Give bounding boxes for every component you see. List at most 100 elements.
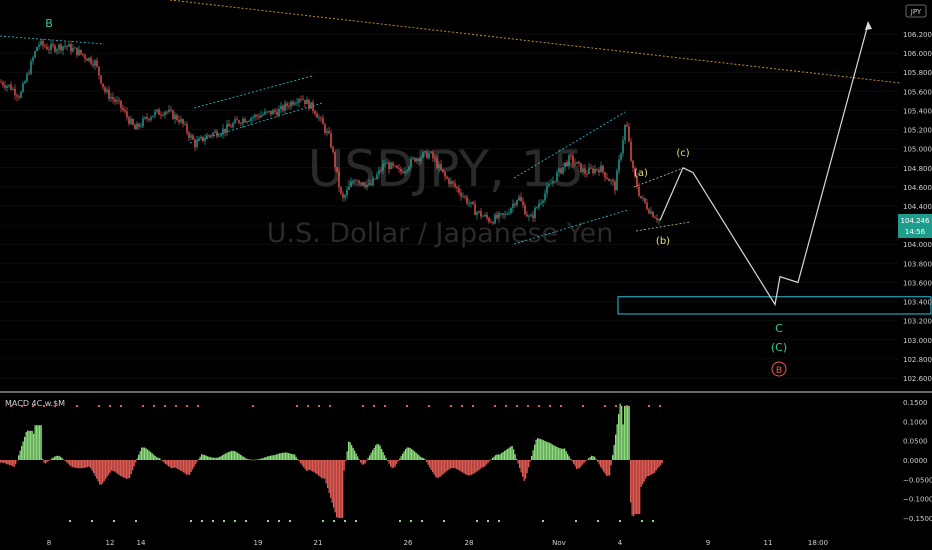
macd-dot-top bbox=[54, 405, 56, 407]
macd-bar bbox=[498, 454, 500, 460]
macd-bar bbox=[166, 460, 168, 466]
wedge-upper[interactable] bbox=[633, 166, 687, 188]
macd-bar bbox=[358, 459, 360, 460]
wave-label-b: (b) bbox=[656, 236, 670, 247]
macd-bar bbox=[282, 452, 284, 460]
macd-bar bbox=[87, 460, 89, 468]
macd-bar bbox=[180, 460, 182, 471]
candle-body bbox=[414, 157, 416, 162]
macd-bar bbox=[409, 447, 411, 460]
candle-body bbox=[636, 176, 638, 187]
channel-upper-mid[interactable] bbox=[193, 75, 313, 109]
macd-bar bbox=[337, 460, 339, 518]
candle-body bbox=[268, 110, 270, 112]
macd-dot-top bbox=[384, 405, 386, 407]
macd-tick-label: 0.0000 bbox=[903, 457, 928, 465]
candle-body bbox=[68, 44, 70, 47]
candle-body bbox=[462, 196, 464, 198]
candle-body bbox=[520, 197, 522, 202]
macd-bar bbox=[25, 432, 27, 460]
candle-body bbox=[192, 135, 194, 140]
wedge-lines[interactable] bbox=[633, 166, 691, 232]
candle-body bbox=[298, 98, 300, 103]
candle-body bbox=[78, 49, 80, 56]
channel-top-left[interactable] bbox=[0, 35, 105, 45]
candle-body bbox=[294, 103, 296, 105]
macd-bar bbox=[568, 456, 570, 460]
candle-body bbox=[244, 119, 246, 123]
macd-bar bbox=[468, 460, 470, 476]
candle-body bbox=[196, 140, 198, 147]
macd-bar bbox=[394, 460, 396, 467]
macd-bar bbox=[72, 460, 74, 468]
candle-body bbox=[396, 165, 398, 169]
price-tick-label: 104.800 bbox=[903, 165, 932, 173]
channel-lower-mid[interactable] bbox=[189, 102, 323, 144]
macd-bar bbox=[429, 460, 431, 468]
macd-bar bbox=[658, 460, 660, 467]
macd-dot-top bbox=[175, 405, 177, 407]
price-tick-label: 102.800 bbox=[903, 356, 932, 364]
macd-bar bbox=[9, 460, 11, 466]
candle-body bbox=[368, 183, 370, 185]
wedge-lower[interactable] bbox=[635, 221, 691, 232]
macd-dot-bottom bbox=[91, 520, 93, 522]
macd-bar bbox=[550, 443, 552, 460]
macd-bar bbox=[541, 439, 543, 460]
time-axis[interactable]: 8 12 14 19 21 26 28 Nov 4 9 11 18:00 bbox=[47, 539, 828, 547]
candle-body bbox=[394, 165, 396, 167]
candle-body bbox=[280, 105, 282, 109]
macd-bar bbox=[193, 460, 195, 467]
macd-bar bbox=[493, 456, 495, 460]
candle-body bbox=[576, 161, 578, 164]
macd-dot-top bbox=[527, 405, 529, 407]
macd-tick-label: −0.0500 bbox=[903, 476, 932, 484]
candle-body bbox=[398, 168, 400, 169]
candle-body bbox=[392, 162, 394, 166]
macd-bar bbox=[60, 456, 62, 460]
candle-body bbox=[656, 218, 658, 221]
macd-bar bbox=[447, 460, 449, 471]
macd-bar bbox=[294, 454, 296, 460]
macd-bar bbox=[34, 425, 36, 460]
macd-bar bbox=[244, 457, 246, 460]
macd-bar bbox=[570, 458, 572, 460]
candle-body bbox=[514, 203, 516, 206]
macd-bar bbox=[556, 447, 558, 460]
macd-bar bbox=[369, 455, 371, 460]
candle-body bbox=[248, 121, 250, 122]
projection-arrowhead bbox=[865, 21, 872, 30]
time-tick-label: 28 bbox=[465, 539, 474, 547]
macd-bar bbox=[225, 453, 227, 460]
macd-bar bbox=[420, 456, 422, 460]
macd-dot-bottom bbox=[333, 520, 335, 522]
macd-bar bbox=[378, 444, 380, 460]
macd-bar bbox=[273, 455, 275, 460]
macd-bar bbox=[0, 460, 2, 463]
macd-dot-top bbox=[252, 405, 254, 407]
macd-bar bbox=[108, 460, 110, 475]
candle-body bbox=[382, 164, 384, 171]
macd-bar bbox=[58, 455, 60, 460]
macd-bar bbox=[238, 453, 240, 460]
channel-upper-right[interactable] bbox=[513, 111, 626, 179]
macd-bar bbox=[174, 460, 176, 468]
candle-body bbox=[132, 118, 134, 125]
macd-bar bbox=[579, 460, 581, 469]
macd-bar bbox=[499, 454, 501, 460]
macd-bar bbox=[33, 433, 35, 460]
currency-badge[interactable] bbox=[905, 4, 927, 18]
price-axis[interactable]: JPY 106.200 106.000 105.800 105.600 105.400 1… bbox=[898, 4, 932, 383]
projection-path[interactable] bbox=[659, 24, 869, 307]
macd-bar bbox=[292, 454, 294, 460]
long-trendline[interactable] bbox=[169, 0, 901, 84]
macd-bar bbox=[12, 460, 14, 467]
macd-dot-top bbox=[494, 405, 496, 407]
macd-bar bbox=[462, 460, 464, 473]
target-zone-box[interactable] bbox=[617, 296, 932, 315]
macd-bar bbox=[559, 448, 561, 460]
macd-bar bbox=[474, 460, 476, 474]
trend-channels[interactable] bbox=[0, 35, 629, 245]
time-tick-label: 12 bbox=[106, 539, 115, 547]
